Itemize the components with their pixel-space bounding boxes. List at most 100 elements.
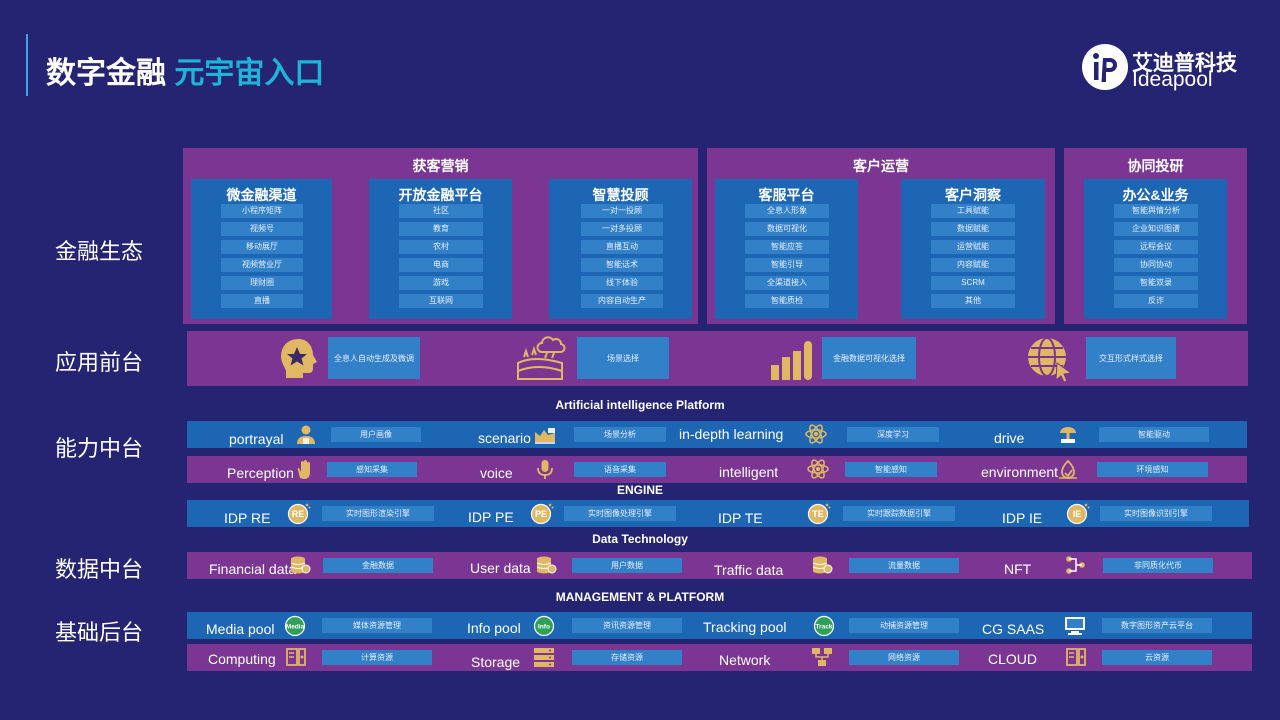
badge-icon: PE [530, 503, 554, 524]
strip-item-pill: 实时图像处理引擎 [564, 506, 676, 521]
ecosystem-item: 互联网 [399, 294, 483, 308]
strip-item-label: drive [994, 430, 1025, 446]
strip-item-pill: 用户数据 [572, 558, 682, 573]
section-data-technology: Data Technology [592, 532, 688, 546]
ecosystem-item: 工具赋能 [931, 204, 1015, 218]
row-label-data: 数据中台 [55, 557, 144, 582]
strip-item-pill: 实时图像识别引擎 [1100, 506, 1212, 521]
landscape-icon [517, 336, 566, 380]
ecosystem-item: 数据可视化 [745, 222, 829, 236]
ecosystem-item: 内容赋能 [931, 258, 1015, 272]
strip-data: Financial data 金融数据 User data 用户数据 Traffic d… [187, 552, 1252, 579]
ecosystem-card: 办公&业务 智能舆情分析 企业知识图谱 远程会议 协同协动 智能双录 反诈 [1084, 179, 1227, 319]
ecosystem-item: 企业知识图谱 [1114, 222, 1198, 236]
strip-item-label: portrayal [229, 431, 284, 447]
ecosystem-item: 远程会议 [1114, 240, 1198, 254]
ecosystem-item: SCRM [931, 276, 1015, 290]
strip-item-pill: 智能感知 [845, 462, 937, 477]
ecosystem-card-title: 客户洞察 [945, 187, 1001, 203]
panel-title: 获客营销 [412, 158, 469, 174]
svg-text:IE: IE [1073, 509, 1082, 519]
strip-item-label: Computing [208, 651, 276, 667]
panel-title: 协同投研 [1127, 158, 1184, 174]
row-label-backend: 基础后台 [55, 620, 144, 645]
ecosystem-item: 全息人形象 [745, 204, 829, 218]
title-accent-bar [26, 34, 28, 96]
globe-cursor-icon [1028, 337, 1073, 383]
ecosystem-item: 视频号 [221, 222, 303, 236]
svg-text:RE: RE [292, 509, 305, 519]
panel-customer-operation: 客户运营 客服平台 全息人形象 数据可视化 智能应答 智能引导 全渠道接入 智能质检 客户洞察… [707, 148, 1055, 324]
strip-item-pill: 环境感知 [1097, 462, 1208, 477]
strip-item-pill: 数字图形资产云平台 [1102, 618, 1212, 633]
strip-item-label: Financial data [209, 561, 297, 577]
ecosystem-card: 智慧投顾 一对一投顾 一对多投顾 直播互动 智能话术 线下体验 内容自动生产 [549, 179, 692, 319]
strip-item-label: scenario [478, 430, 531, 446]
strip-item-label: IDP RE [224, 510, 271, 526]
head-star-icon [281, 339, 317, 378]
ecosystem-item: 移动展厅 [221, 240, 303, 254]
database-icon [290, 556, 311, 574]
ecosystem-item: 视频营业厅 [221, 258, 303, 272]
title-main: 数字金融 [46, 57, 166, 90]
strip-item-label: CG SAAS [982, 621, 1045, 637]
hand-icon [297, 460, 310, 479]
strip-item-pill: 媒体资源管理 [322, 618, 432, 633]
strip-item-pill: 网络资源 [849, 650, 959, 665]
strip-item-label: Storage [471, 654, 521, 670]
ecosystem-item: 全渠道接入 [745, 276, 829, 290]
ecosystem-card: 微金融渠道 小程序矩阵 视频号 移动展厅 视频营业厅 理财圈 直播 [191, 179, 332, 319]
row-label-ecosystem: 金融生态 [55, 239, 144, 264]
ecosystem-item: 智能质检 [745, 294, 829, 308]
ecosystem-item: 游戏 [399, 276, 483, 290]
strip-ai-row2: Perception 感知采集 voice 语音采集 intelligent 智能感知 en… [187, 456, 1247, 483]
badge-icon: TE [807, 503, 831, 524]
computing-icon [286, 648, 306, 666]
application-front-row: 全息人自动生成及微调 场景选择 金融数据可视化选择 交互形式样式选择 [187, 331, 1248, 386]
strip-item-pill: 实时跟踪数据引擎 [843, 506, 955, 521]
ecosystem-item: 智能引导 [745, 258, 829, 272]
ecosystem-card-title: 开放金融平台 [398, 187, 483, 203]
ecosystem-item: 农村 [399, 240, 483, 254]
strip-mgmt2: Computing 计算资源 Storage 存储资源 Network 网络资源 CLOUD… [187, 644, 1252, 671]
strip-item-label: Traffic data [714, 562, 784, 578]
ecosystem-item: 运营赋能 [931, 240, 1015, 254]
section-ai-platform: Artificial intelligence Platform [555, 398, 725, 412]
ecosystem-item: 理财圈 [221, 276, 303, 290]
ecosystem-item: 智能应答 [745, 240, 829, 254]
storage-icon [534, 648, 554, 667]
strip-item-pill: 动捕资源管理 [849, 618, 959, 633]
ecosystem-card: 客户洞察 工具赋能 数据赋能 运营赋能 内容赋能 SCRM 其他 [901, 179, 1045, 319]
ecosystem-item: 内容自动生产 [581, 294, 663, 308]
svg-text:Info: Info [538, 624, 550, 631]
strip-item-label: Perception [227, 465, 294, 481]
ecosystem-item: 电商 [399, 258, 483, 272]
row-label-frontend: 应用前台 [55, 350, 144, 375]
strip-item-pill: 计算资源 [322, 650, 432, 665]
strip-item-label: voice [480, 465, 513, 481]
row-label-capability: 能力中台 [55, 436, 144, 461]
person-icon [297, 425, 315, 444]
microphone-icon [537, 460, 553, 479]
svg-text:PE: PE [535, 509, 547, 519]
logo-cn-text: 艾迪普科技 [1132, 52, 1237, 75]
ecosystem-item: 智能话术 [581, 258, 663, 272]
section-engine: ENGINE [616, 483, 663, 497]
drive-icon [1060, 427, 1076, 443]
strip-item-pill: 场景分析 [574, 427, 666, 442]
strip-item-pill: 感知采集 [327, 462, 417, 477]
environment-icon [1059, 459, 1077, 479]
nodes-icon [1066, 556, 1085, 574]
panel-collaborative-research: 协同投研 办公&业务 智能舆情分析 企业知识图谱 远程会议 协同协动 智能双录 反诈 [1064, 148, 1247, 324]
strip-item-label: IDP TE [718, 510, 763, 526]
atom-icon [805, 424, 827, 444]
ecosystem-card: 客服平台 全息人形象 数据可视化 智能应答 智能引导 全渠道接入 智能质检 [715, 179, 858, 319]
atom-icon [807, 459, 829, 479]
strip-engine: IDP RE RE 实时图形渲染引擎 IDP PE PE 实时图像处理引擎 IDP TE TE… [187, 500, 1249, 527]
ecosystem-item: 一对一投顾 [581, 204, 663, 218]
ideapool-logo: 艾迪普科技 Ideapool [1082, 44, 1242, 94]
ecosystem-item: 社区 [399, 204, 483, 218]
strip-item-label: Media pool [206, 621, 275, 637]
badge-icon: Media [284, 615, 306, 636]
database-icon [536, 556, 557, 574]
